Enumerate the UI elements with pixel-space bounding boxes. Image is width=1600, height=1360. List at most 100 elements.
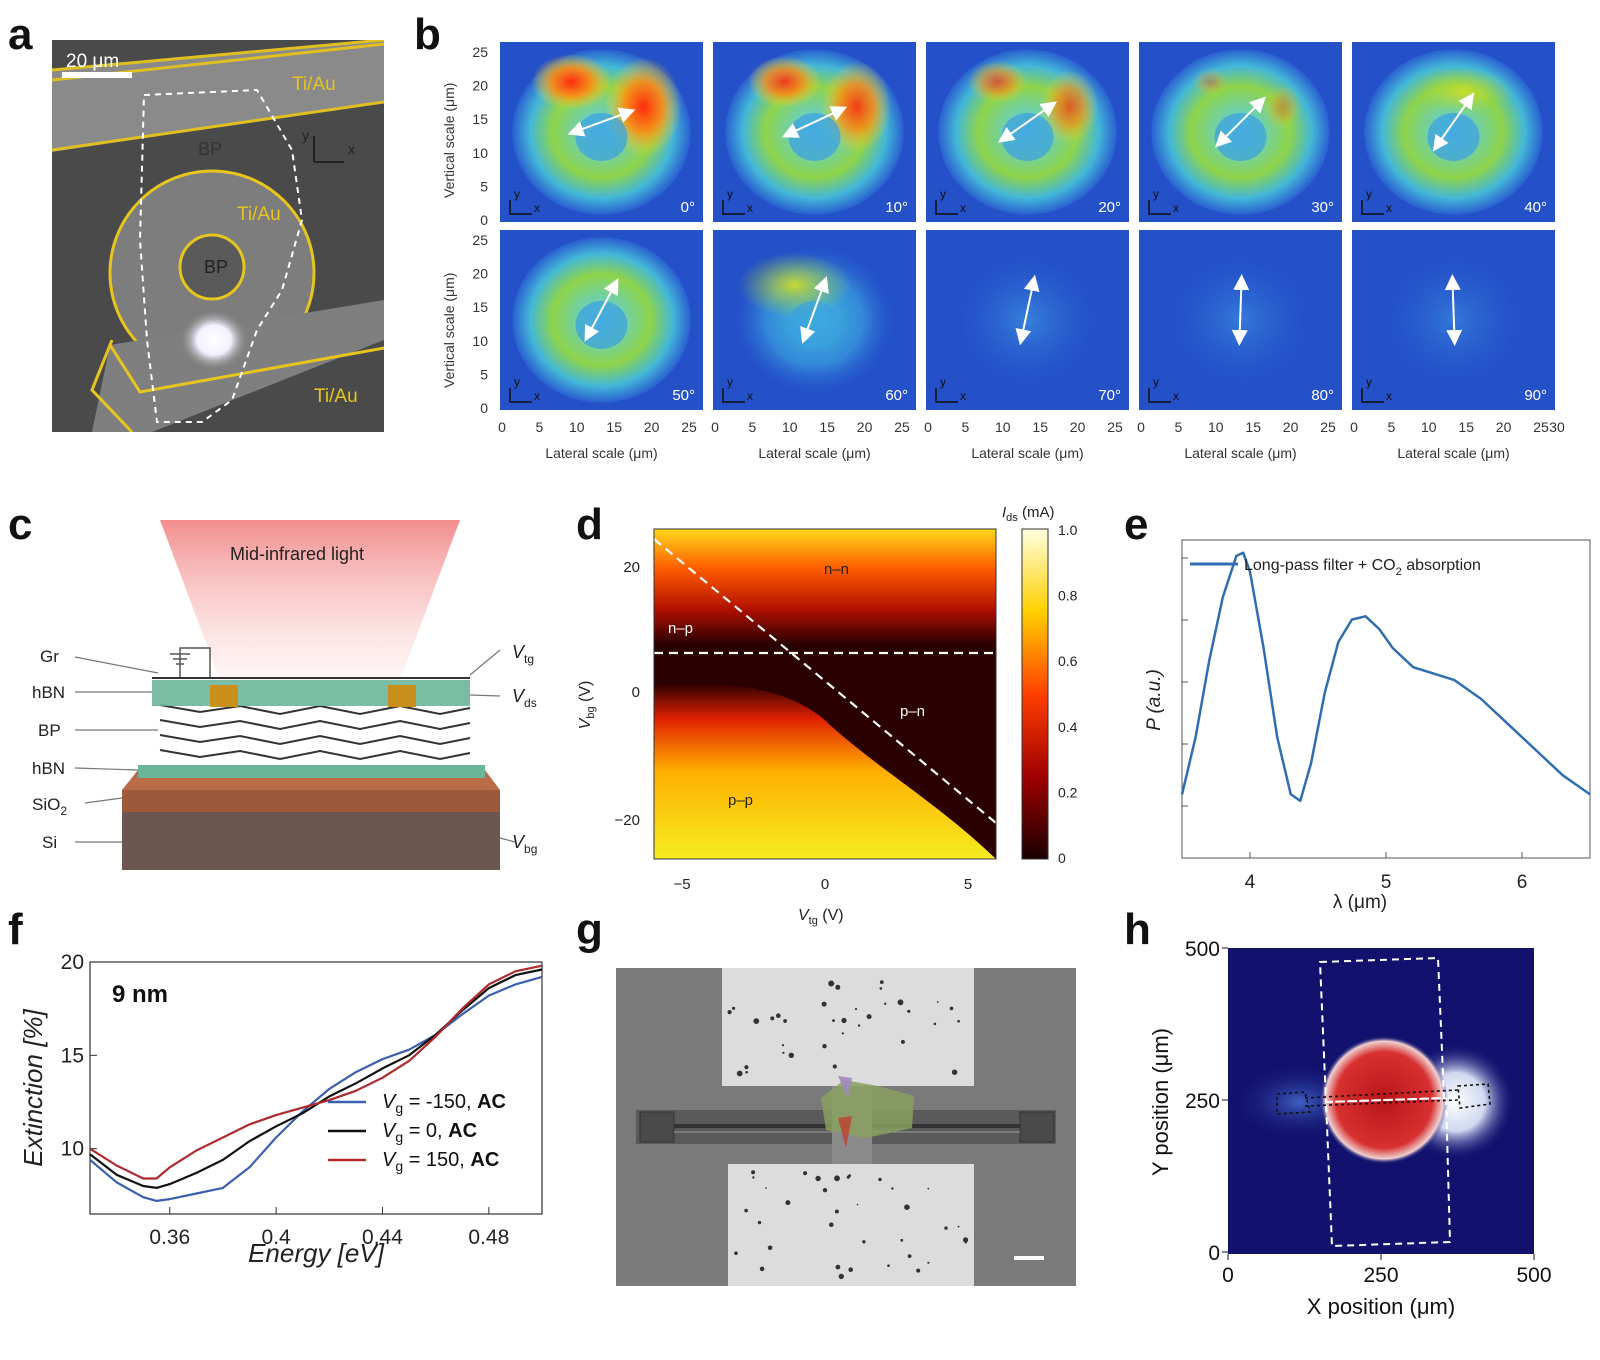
panel-c-device-schematic: Mid-infrared light Gr hBN BP hBN SiO2 Si… [32,520,537,870]
b-ytick-1-0: 0 [480,400,488,416]
f-xtick-3: 0.48 [468,1226,509,1249]
b-map-2: xy 20° [926,42,1129,222]
f-xtick-1: 0.4 [262,1226,292,1249]
d-region-pp: p–p [728,792,753,809]
b-map-3: xy 30° [1139,42,1342,222]
svg-text:hBN: hBN [32,759,65,778]
d-ytick-1: 0 [632,684,640,701]
b-xtick-1-0: 0 [711,419,719,435]
f-xtick-2: 0.44 [362,1226,403,1249]
b-xtick-4-5: 25 [1533,419,1549,435]
d-cbtick-3: 0.4 [1058,719,1078,735]
svg-text:x: x [960,201,966,215]
b-xtick-3-1: 5 [1175,419,1183,435]
b-xtick-4-3: 15 [1458,419,1474,435]
b-xlabel-1: Lateral scale (μm) [758,445,870,461]
b-xtick-3-2: 10 [1208,419,1224,435]
b-xtick-2-1: 5 [962,419,970,435]
b-ytick-0-4: 20 [472,78,488,94]
svg-text:hBN: hBN [32,683,65,702]
f-thickness: 9 nm [112,981,168,1008]
svg-text:BP: BP [38,721,61,740]
svg-text:P (a.u.): P (a.u.) [1144,669,1165,731]
svg-text:x: x [747,389,753,403]
svg-text:x: x [747,201,753,215]
svg-text:y: y [940,187,946,201]
b-ytick-1-2: 10 [472,333,488,349]
b-angle-label-2: 20° [1098,199,1121,216]
d-cbtick-1: 0.8 [1058,588,1078,604]
b-angle-label-6: 60° [885,387,908,404]
d-xtick-2: 5 [964,876,972,893]
svg-text:x: x [960,389,966,403]
b-ytick-1-3: 15 [472,299,488,315]
svg-text:Si: Si [42,833,57,852]
d-cbtick-4: 0.2 [1058,784,1078,800]
b-ytick-0-1: 5 [480,178,488,194]
b-xtick-1-4: 20 [857,419,873,435]
f-ytick-1: 15 [61,1044,84,1067]
f-legend-entry-0: Vg = -150, AC [382,1091,506,1116]
svg-text:x: x [1386,389,1392,403]
svg-text:Vbg (V): Vbg (V) [577,681,597,730]
panel-label-a: a [8,10,33,59]
svg-text:y: y [514,375,520,389]
f-series-line-0 [89,975,543,1202]
svg-text:BP: BP [204,257,228,277]
b-xtick-0-2: 10 [569,419,585,435]
svg-text:X position (μm): X position (μm) [1307,1294,1455,1319]
f-series-line-2 [89,964,543,1180]
svg-text:Vtg: Vtg [512,642,534,666]
b-angle-label-1: 10° [885,199,908,216]
e-legend: Long-pass filter + CO2 absorption [1244,557,1481,578]
a-scalebar-label: 20 μm [66,51,119,72]
b-xtick-2-2: 10 [995,419,1011,435]
svg-text:y: y [514,187,520,201]
b-map-9: xy 90° [1352,230,1555,410]
svg-text:y: y [1366,375,1372,389]
svg-text:Vds: Vds [512,686,537,710]
b-xtick-0-3: 15 [606,419,622,435]
b-xtick-last: 30 [1549,419,1565,435]
b-angle-label-5: 50° [672,387,695,404]
b-xtick-0-4: 20 [644,419,660,435]
d-cbtick-5: 0 [1058,850,1066,866]
d-xtick-0: −5 [673,876,690,893]
b-xtick-4-0: 0 [1350,419,1358,435]
svg-text:y: y [727,375,733,389]
d-cbtick-2: 0.6 [1058,653,1078,669]
b-map-8: xy 80° [1139,230,1342,410]
svg-text:x: x [534,389,540,403]
b-ytick-1-5: 25 [472,232,488,248]
svg-text:x: x [534,201,540,215]
b-ylabel-top: Vertical scale (μm) [441,83,457,198]
e-xtick-2: 6 [1517,872,1528,893]
b-ytick-1-4: 20 [472,266,488,282]
f-series-line-1 [89,968,543,1189]
panel-label-d: d [576,500,603,549]
b-angle-label-8: 80° [1311,387,1334,404]
h-ytick-1: 250 [1185,1090,1220,1113]
b-map-7: xy 70° [926,230,1129,410]
d-region-np: n–p [668,620,693,637]
svg-text:y: y [302,127,309,143]
b-map-4: xy 40° [1352,42,1555,222]
svg-text:y: y [1153,187,1159,201]
b-xtick-4-1: 5 [1388,419,1396,435]
panel-a-micrograph: 20 μm Ti/Au Ti/Au Ti/Au BP BP x y [52,40,384,432]
b-map-0: xy 0° [500,42,703,222]
panel-h-map: Y position (μm) X position (μm) 0 250 500 5… [1148,938,1552,1319]
b-xtick-1-5: 25 [894,419,910,435]
b-ytick-0-3: 15 [472,111,488,127]
b-angle-label-0: 0° [681,199,695,216]
d-region-nn: n–n [824,561,849,578]
b-ytick-0-5: 25 [472,44,488,60]
b-xtick-3-5: 25 [1320,419,1336,435]
svg-text:Y position (μm): Y position (μm) [1148,1028,1173,1176]
panel-label-e: e [1124,500,1149,549]
svg-text:y: y [1366,187,1372,201]
b-xtick-3-3: 15 [1245,419,1261,435]
b-angle-label-7: 70° [1098,387,1121,404]
b-xlabel-2: Lateral scale (μm) [971,445,1083,461]
